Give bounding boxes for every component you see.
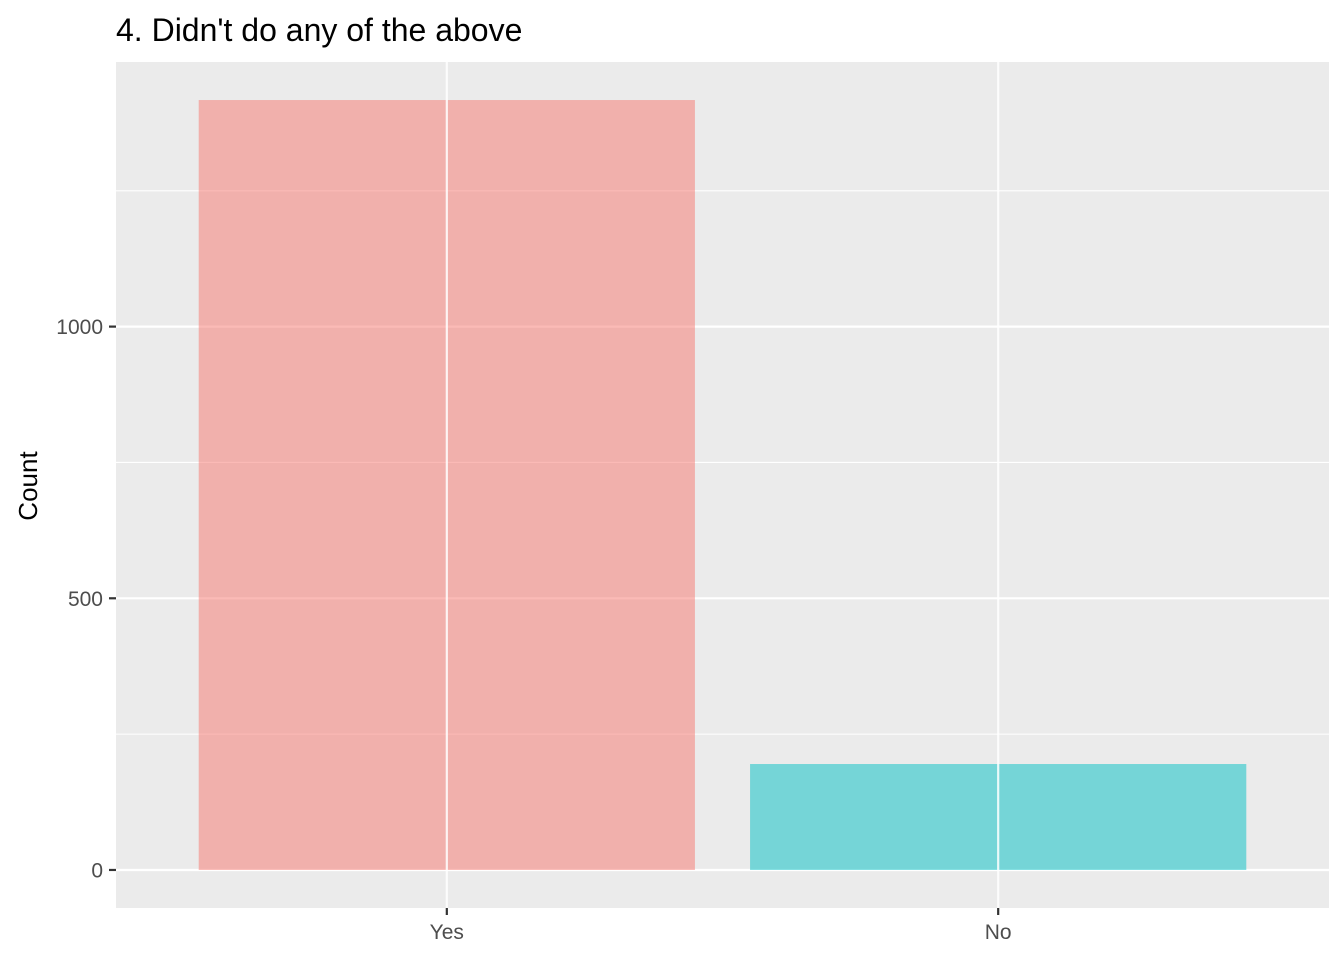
vertical-grid-lines (445, 62, 1000, 908)
x-tick-label: No (985, 921, 1012, 944)
y-tick-label: 0 (91, 859, 103, 882)
y-tick-label: 1000 (56, 316, 103, 339)
chart-title: 4. Didn't do any of the above (116, 12, 522, 48)
y-tick-label: 500 (68, 588, 103, 611)
y-axis-title: Count (13, 451, 43, 521)
axes: 0 500 1000 Yes No (56, 316, 1011, 944)
x-tick-label: Yes (430, 921, 464, 944)
